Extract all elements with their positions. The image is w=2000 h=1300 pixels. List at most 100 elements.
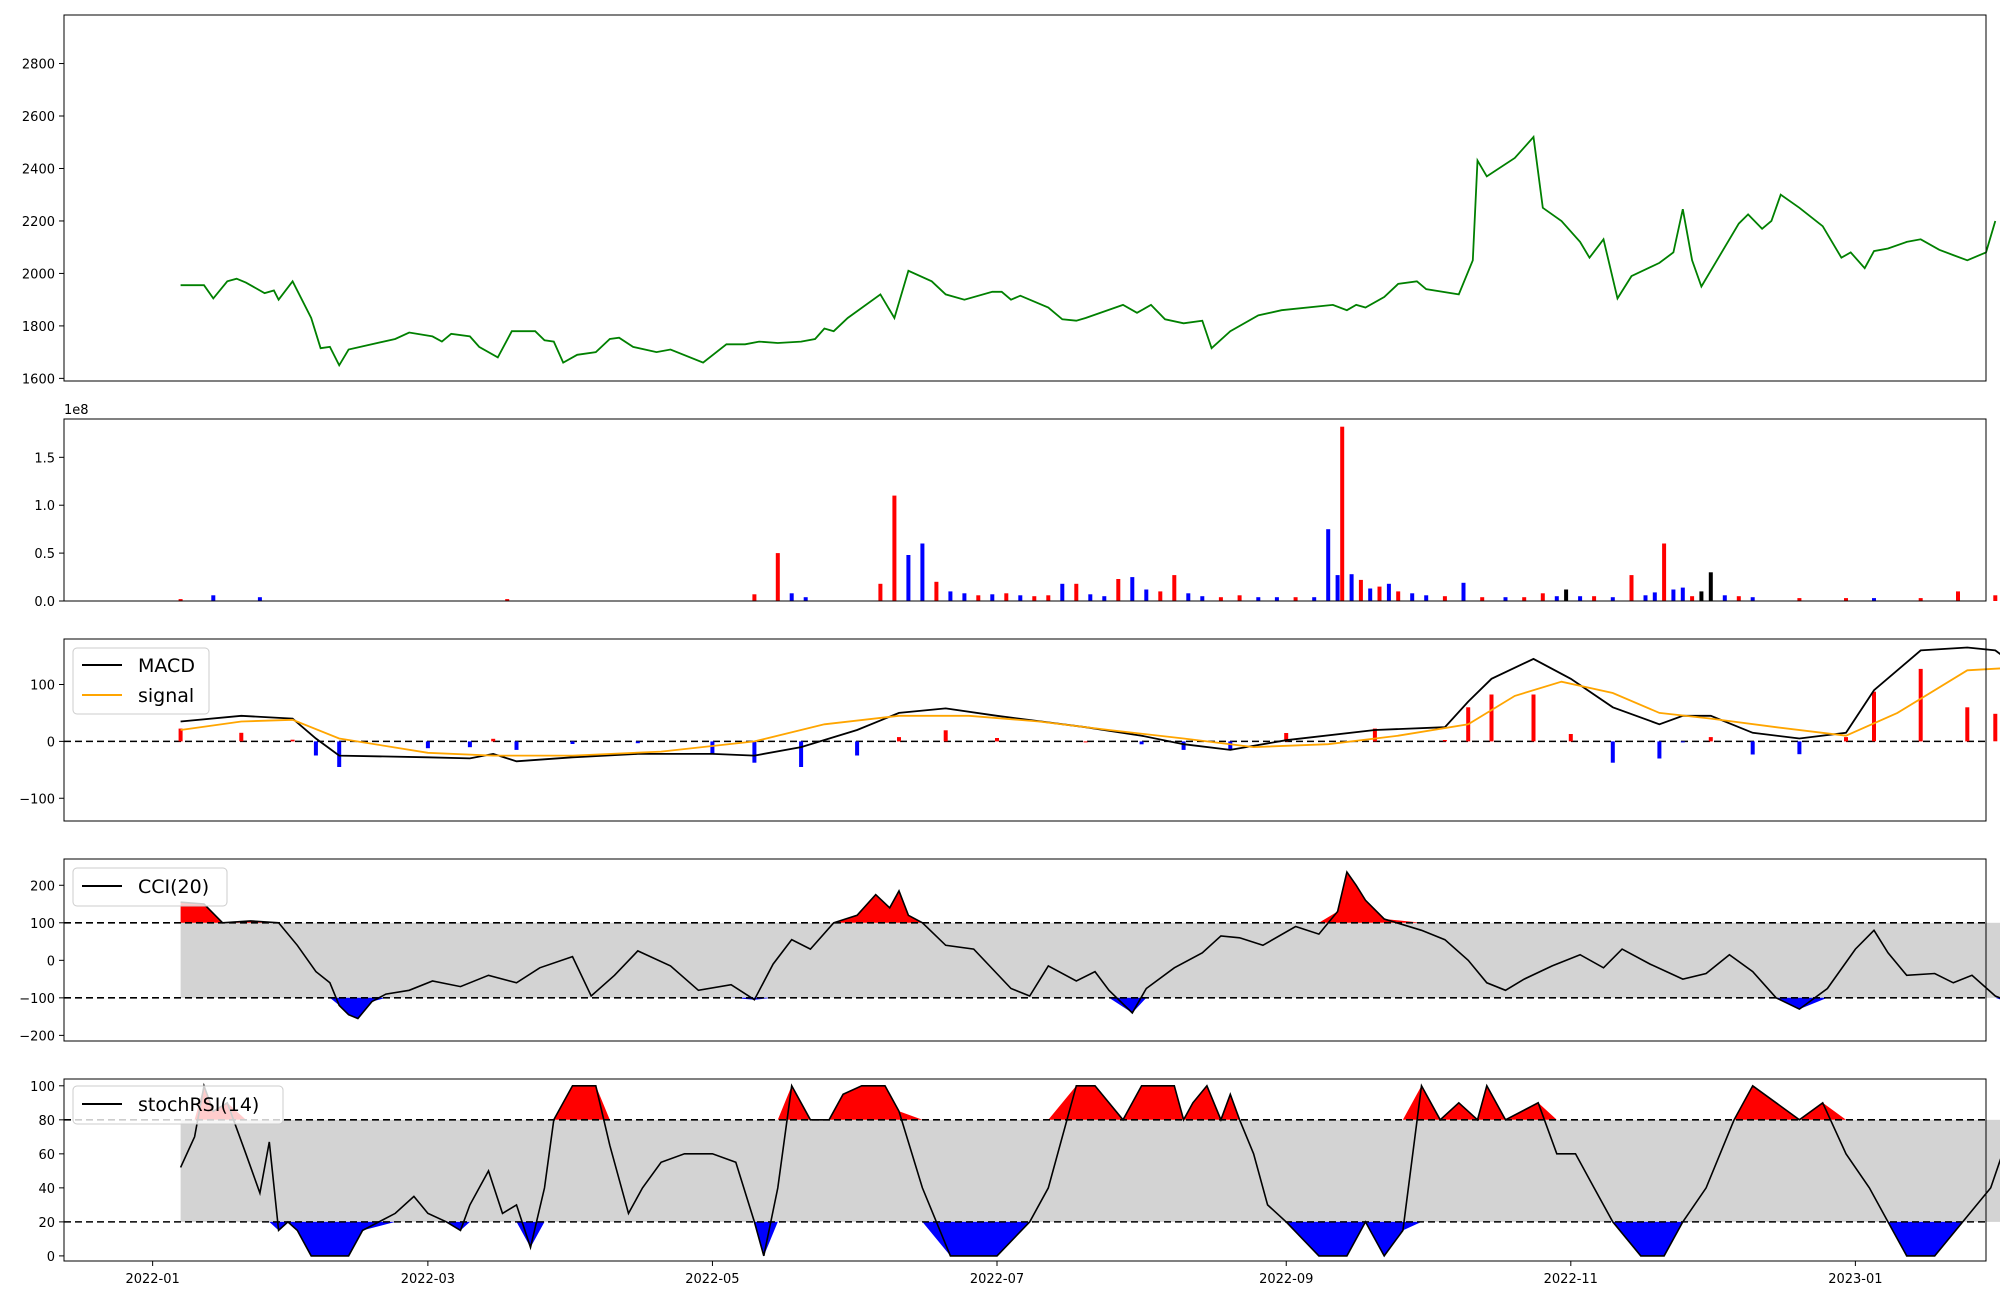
macd-panel: −100 0 100 MACD signal xyxy=(19,638,2000,822)
volume-bar xyxy=(1186,593,1191,601)
volume-bar xyxy=(1690,596,1695,601)
volume-bar xyxy=(1377,586,1382,601)
cci-oversold-fill xyxy=(180,997,2000,1019)
macd-histogram-bar xyxy=(710,741,715,754)
volume-bar xyxy=(1018,595,1023,601)
cci-legend-label: CCI(20) xyxy=(138,876,209,898)
stochrsi-ytick-label: 80 xyxy=(38,1114,55,1129)
macd-histogram-bar xyxy=(290,739,295,742)
volume-bar xyxy=(1918,598,1923,601)
price-ytick-label: 2200 xyxy=(22,215,55,230)
volume-bar xyxy=(976,595,981,601)
volume-bar xyxy=(1699,591,1704,601)
price-line xyxy=(180,134,1997,368)
volume-bar xyxy=(505,599,510,601)
macd-histogram-bar xyxy=(1918,668,1923,742)
x-tick-label: 2022-03 xyxy=(401,1272,455,1287)
macd-histogram-bar xyxy=(1531,694,1536,742)
price-axes-frame xyxy=(63,14,1987,382)
macd-histogram-bar xyxy=(1610,741,1615,763)
volume-ytick-label: 0.0 xyxy=(34,595,55,610)
macd-ytick-label: 0 xyxy=(47,735,55,750)
cci-legend-box xyxy=(72,867,228,907)
stochrsi-ytick-label: 60 xyxy=(38,1148,55,1163)
price-panel: 1600 1800 2000 2200 2400 2600 2800 xyxy=(22,14,1997,387)
macd-histogram-bar xyxy=(514,741,519,750)
price-ytick-label: 2000 xyxy=(22,267,55,282)
volume-bar xyxy=(1442,596,1447,601)
volume-bar xyxy=(1116,579,1121,601)
signal-legend-label: signal xyxy=(138,685,194,707)
volume-bar xyxy=(1349,574,1354,601)
volume-scale-label: 1e8 xyxy=(64,403,89,418)
volume-bar xyxy=(1326,529,1331,601)
price-ytick-label: 2800 xyxy=(22,58,55,73)
cci-axes-frame xyxy=(63,858,1987,1042)
stochrsi-band-fill xyxy=(180,1119,2000,1222)
volume-bar xyxy=(1340,426,1345,601)
macd-histogram-bar xyxy=(337,741,342,767)
cci-y-axis: −200 −100 0 100 200 xyxy=(19,879,64,1044)
volume-bar xyxy=(892,495,897,601)
price-ytick-label: 2400 xyxy=(22,162,55,177)
macd-histogram-bar xyxy=(1442,740,1447,742)
macd-histogram-bar xyxy=(943,730,948,742)
macd-legend-label: MACD xyxy=(138,655,195,677)
volume-bar xyxy=(1844,598,1848,601)
cci-ytick-label: 0 xyxy=(47,954,55,969)
stochrsi-ytick-label: 100 xyxy=(30,1080,55,1095)
volume-bar xyxy=(1680,587,1685,601)
volume-bar xyxy=(1750,597,1755,601)
volume-bar xyxy=(1554,596,1559,601)
volume-bar xyxy=(1144,589,1149,601)
macd-histogram-bar xyxy=(425,741,430,749)
x-tick-label: 2022-07 xyxy=(970,1272,1024,1287)
volume-bar xyxy=(1652,592,1657,601)
macd-histogram-bar xyxy=(1797,741,1802,755)
x-tick-label: 2022-01 xyxy=(125,1272,179,1287)
cci-panel: −200 −100 0 100 200 CCI(20) xyxy=(19,858,2000,1044)
stochrsi-oversold-fill xyxy=(180,1221,2000,1256)
cci-ytick-label: −100 xyxy=(19,992,55,1007)
volume-bar xyxy=(1032,596,1037,601)
volume-bar xyxy=(1004,593,1009,601)
cci-line xyxy=(180,870,2000,1020)
volume-bar xyxy=(1046,595,1051,601)
macd-histogram-bar xyxy=(1680,741,1685,743)
volume-bar xyxy=(1200,596,1205,601)
x-tick-label: 2022-05 xyxy=(685,1272,739,1287)
macd-histogram-bar xyxy=(1083,741,1088,743)
volume-bar xyxy=(1522,597,1527,601)
signal-line xyxy=(180,667,2000,757)
volume-bar xyxy=(752,594,757,601)
volume-bar xyxy=(1461,582,1466,601)
volume-bar xyxy=(1708,572,1713,601)
macd-histogram-bar xyxy=(897,737,901,742)
volume-bar xyxy=(1088,594,1093,601)
cci-band-fill xyxy=(180,922,2000,998)
macd-histogram-bar xyxy=(1993,713,1998,742)
cci-legend: CCI(20) xyxy=(72,867,228,907)
volume-bar xyxy=(775,553,780,601)
macd-histogram-bar xyxy=(491,738,496,742)
macd-histogram-bar xyxy=(570,741,575,744)
cci-ytick-label: −200 xyxy=(19,1029,55,1044)
price-line-series xyxy=(180,134,1997,368)
volume-y-axis: 0.0 0.5 1.0 1.5 xyxy=(34,451,64,610)
macd-histogram-bar xyxy=(635,741,640,744)
macd-histogram-bar xyxy=(1228,741,1233,750)
volume-bar xyxy=(934,581,939,601)
volume-bar xyxy=(1368,588,1373,601)
volume-bar xyxy=(1629,575,1634,601)
price-ytick-label: 2600 xyxy=(22,110,55,125)
macd-axes-frame xyxy=(63,638,1987,822)
volume-bar xyxy=(1956,591,1960,601)
volume-bar xyxy=(789,593,794,601)
macd-histogram-bar xyxy=(1139,741,1144,745)
macd-histogram-bar xyxy=(1568,734,1573,742)
volume-bar xyxy=(1480,597,1485,601)
volume-bar xyxy=(1424,595,1429,601)
volume-bars xyxy=(178,426,1998,601)
